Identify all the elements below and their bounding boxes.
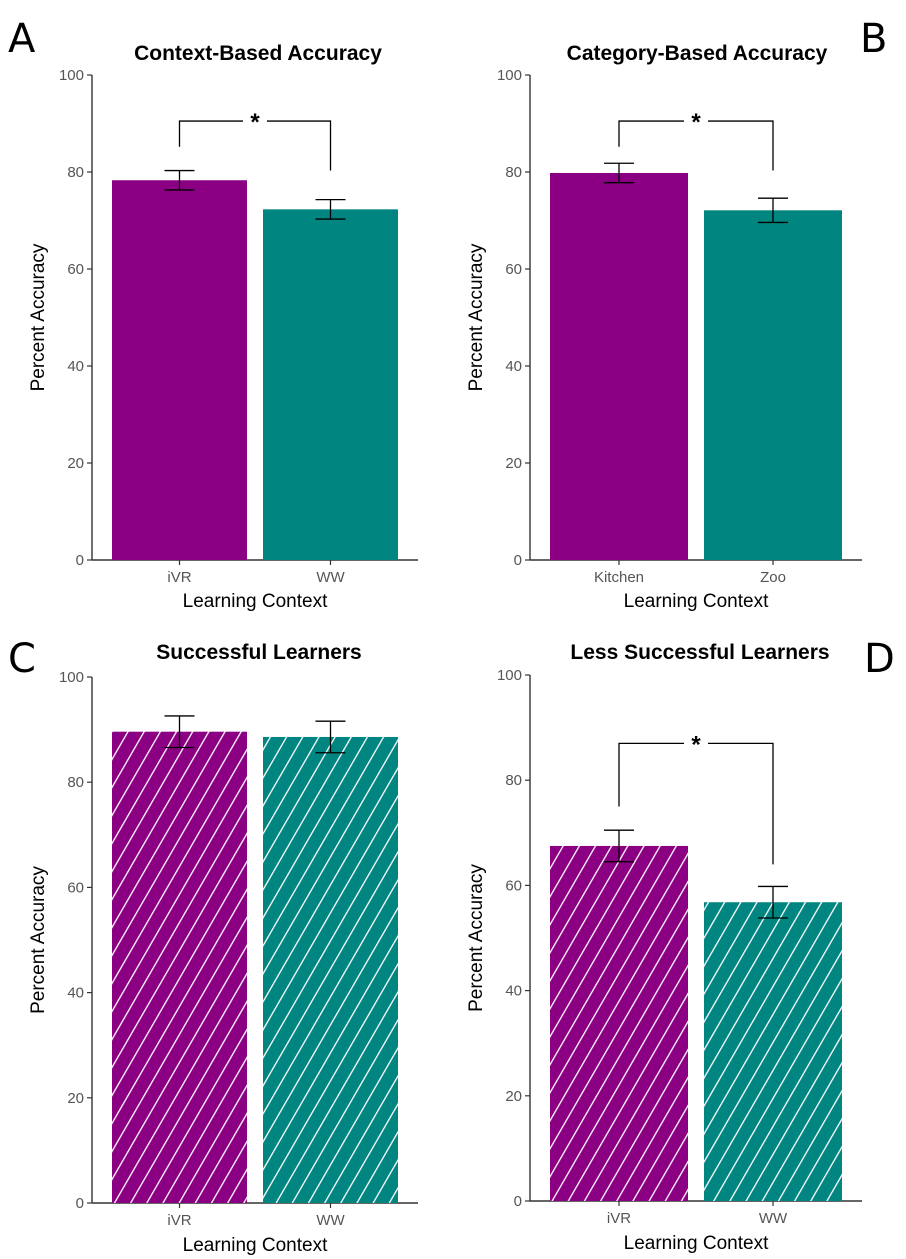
y-tick-label: 40: [505, 983, 522, 1000]
y-tick-label: 80: [505, 164, 522, 181]
y-axis-label: Percent Accuracy: [28, 243, 49, 391]
error-bar: [758, 197, 788, 224]
y-tick-label: 80: [67, 774, 84, 791]
y-tick-label: 80: [505, 772, 522, 789]
error-bar: [604, 829, 634, 863]
y-axis-label: Percent Accuracy: [28, 866, 49, 1014]
x-tick-label: iVR: [167, 569, 191, 586]
chart-title: Category-Based Accuracy: [567, 42, 828, 65]
error-bar: [315, 720, 346, 754]
y-tick-label: 40: [67, 358, 84, 375]
panel-b-chart: Category-Based Accuracy 0 20 40 60 80 100 Kitch…: [466, 42, 862, 612]
y-tick-label: 60: [505, 261, 522, 278]
x-axis-label: Learning Context: [624, 1233, 769, 1254]
significance-bracket: [618, 742, 774, 865]
panel-letter-c: C: [8, 636, 36, 682]
y-tick-label: 0: [76, 1195, 84, 1212]
x-tick-label: iVR: [167, 1212, 191, 1229]
y-tick-label: 20: [505, 1088, 522, 1105]
bar-ww: [704, 902, 842, 1201]
y-tick-label: 100: [59, 669, 84, 686]
significance-bracket: [618, 120, 774, 171]
bar-kitchen: [550, 172, 688, 560]
y-axis-label: Percent Accuracy: [466, 243, 487, 391]
error-bar: [315, 198, 346, 220]
y-tick-label: 20: [505, 455, 522, 472]
bar-ivr: [112, 731, 247, 1203]
x-axis-label: Learning Context: [624, 591, 769, 612]
y-tick-label: 0: [514, 552, 522, 569]
x-axis-label: Learning Context: [183, 1235, 328, 1256]
bar-ww: [263, 209, 398, 560]
y-tick-label: 60: [67, 261, 84, 278]
chart-title: Less Successful Learners: [570, 641, 829, 664]
y-tick-label: 20: [67, 455, 84, 472]
significance-star: *: [250, 109, 260, 136]
y-tick-label: 0: [514, 1193, 522, 1210]
y-axis-label: Percent Accuracy: [466, 864, 487, 1012]
error-bar: [758, 885, 788, 919]
bar-ww: [263, 736, 398, 1203]
y-tick-label: 100: [497, 667, 522, 684]
x-tick-label: iVR: [607, 1210, 631, 1227]
y-tick-label: 20: [67, 1090, 84, 1107]
error-bar: [604, 162, 634, 184]
y-tick-label: 40: [67, 985, 84, 1002]
bar-zoo: [704, 210, 842, 560]
significance-star: *: [691, 109, 701, 136]
bar-ivr: [112, 180, 247, 560]
x-tick-label: WW: [316, 1212, 345, 1229]
y-tick-label: 100: [497, 67, 522, 84]
y-tick-label: 80: [67, 164, 84, 181]
panel-c-chart: Successful Learners 0 20 40 60 80 100 iVR WW Lear…: [28, 641, 418, 1256]
y-tick-label: 60: [67, 879, 84, 896]
y-tick-label: 60: [505, 877, 522, 894]
y-tick-label: 0: [76, 552, 84, 569]
panel-letter-b: B: [860, 16, 887, 62]
panel-a-chart: Context-Based Accuracy 0 20 40 60 80 100 iVR WW *…: [28, 42, 418, 612]
chart-title: Successful Learners: [156, 641, 361, 664]
x-axis-label: Learning Context: [183, 591, 328, 612]
x-tick-label: WW: [759, 1210, 788, 1227]
chart-title: Context-Based Accuracy: [134, 42, 382, 65]
y-tick-label: 100: [59, 67, 84, 84]
panel-letter-d: D: [864, 636, 895, 682]
bar-ivr: [550, 845, 688, 1201]
error-bar: [164, 715, 195, 749]
y-tick-label: 40: [505, 358, 522, 375]
significance-star: *: [691, 731, 701, 758]
panel-d-chart: Less Successful Learners 0 20 40 60 80 100 iVR W…: [466, 641, 862, 1254]
error-bar: [164, 169, 195, 191]
x-tick-label: WW: [316, 569, 345, 586]
significance-bracket: [178, 120, 332, 171]
x-tick-label: Kitchen: [594, 569, 644, 586]
x-tick-label: Zoo: [760, 569, 786, 586]
panel-letter-a: A: [8, 16, 36, 62]
